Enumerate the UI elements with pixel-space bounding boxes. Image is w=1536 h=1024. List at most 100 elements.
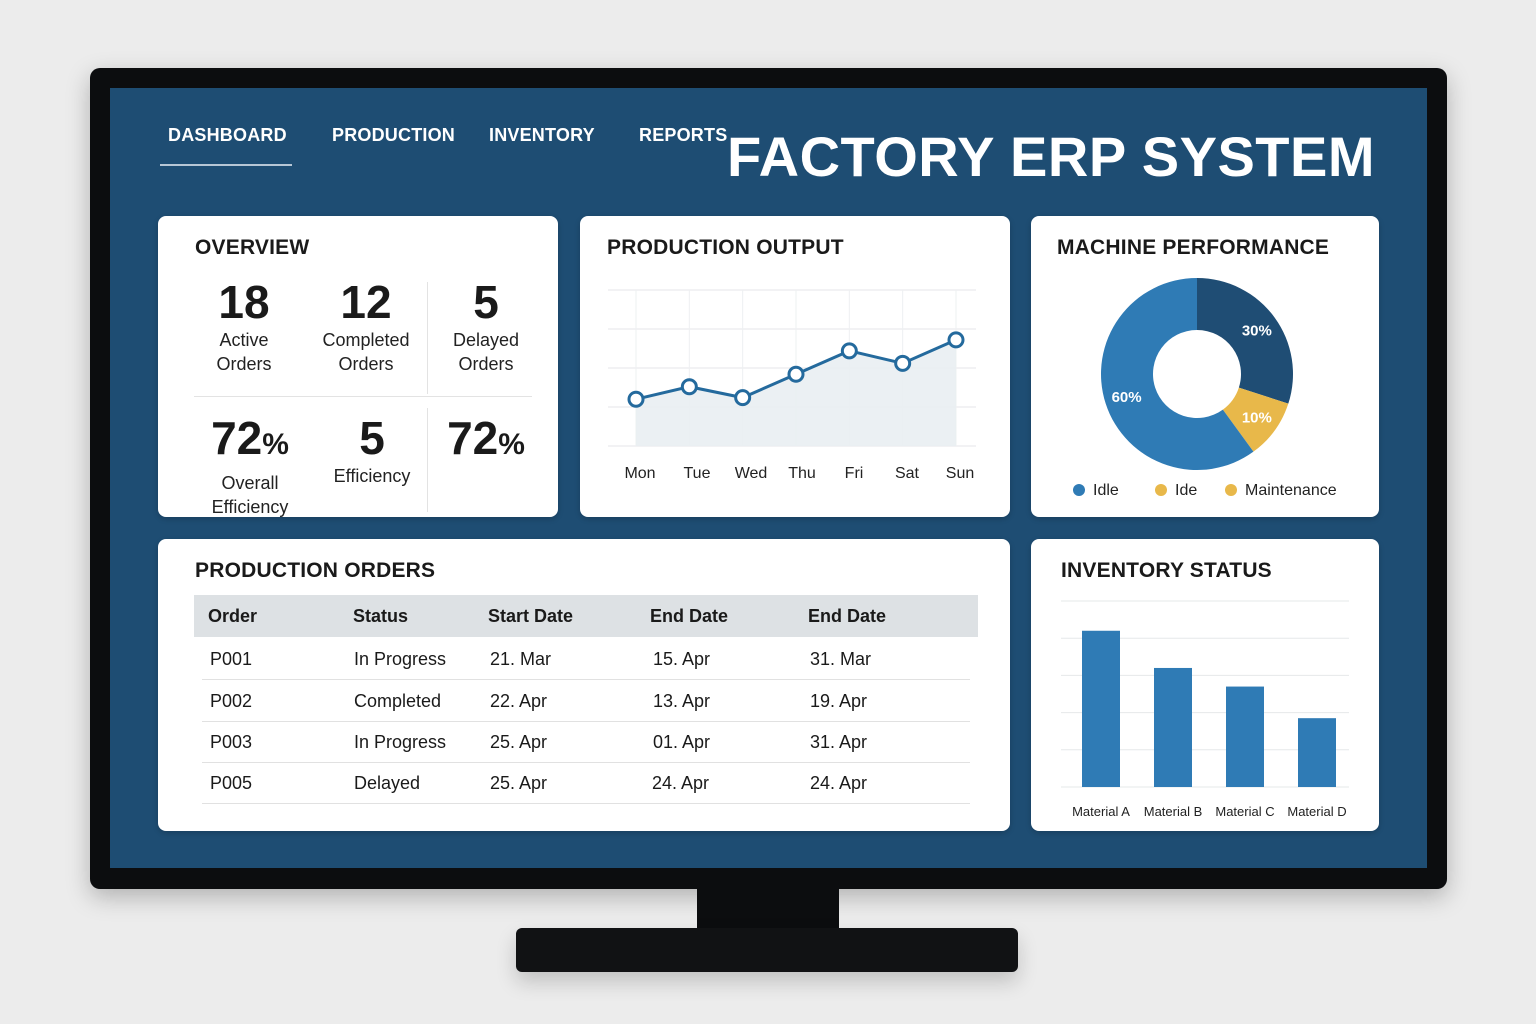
- end-date-cell: 01. Apr: [653, 732, 711, 752]
- end-date-cell: 19. Apr: [810, 691, 868, 711]
- slice-label: 60%: [1112, 389, 1142, 406]
- order-id-cell: P003: [210, 732, 253, 752]
- data-point: [680, 378, 698, 396]
- stat-efficiency: 5 Efficiency: [312, 412, 432, 488]
- legend-label: Idle: [1093, 482, 1119, 499]
- x-tick-label: Sun: [946, 465, 974, 482]
- overview-card: OVERVIEW 18 Active Orders 12 Completed O…: [158, 216, 558, 517]
- orders-table: Order Status Start Date End Date End Dat…: [194, 595, 978, 815]
- end-date-cell: 31. Apr: [810, 732, 868, 752]
- stat-label: Orders: [458, 354, 514, 374]
- x-tick-label: Material A: [1072, 804, 1130, 819]
- end-date-cell: 15. Apr: [653, 649, 711, 669]
- data-point: [787, 365, 805, 383]
- bar: [1082, 630, 1120, 787]
- card-title: OVERVIEW: [195, 236, 310, 259]
- column-header: Start Date: [488, 606, 574, 626]
- column-header: End Date: [808, 606, 887, 626]
- stat-value: 5: [473, 276, 499, 328]
- tab-production[interactable]: PRODUCTION: [332, 125, 455, 145]
- divider: [194, 396, 532, 397]
- card-title: PRODUCTION ORDERS: [195, 559, 436, 582]
- x-tick-label: Wed: [735, 465, 768, 482]
- stat-value: 72: [211, 412, 263, 464]
- bar: [1154, 667, 1192, 787]
- column-header: End Date: [650, 606, 729, 626]
- status-cell: Completed: [354, 691, 442, 711]
- table-row[interactable]: P005 Delayed 25. Apr 24. Apr 24. Apr: [202, 763, 970, 804]
- order-id-cell: P002: [210, 691, 253, 711]
- stat-label: Delayed: [452, 330, 520, 350]
- area-fill: [636, 339, 956, 446]
- stat-value: 5: [359, 412, 385, 464]
- stat-value: 72: [447, 412, 499, 464]
- legend-label: Maintenance: [1245, 482, 1337, 499]
- order-id-cell: P005: [210, 773, 253, 793]
- inventory-status-card: INVENTORY STATUS Material A Material B Mat…: [1031, 539, 1379, 831]
- app-title: FACTORY ERP SYSTEM: [727, 125, 1375, 188]
- slice-label: 30%: [1242, 323, 1272, 340]
- end-date-cell: 31. Mar: [810, 649, 872, 669]
- pie-slice: [1101, 278, 1254, 470]
- production-orders-card: PRODUCTION ORDERS Order Status Start Dat…: [158, 539, 1010, 831]
- stat-label: Completed: [322, 330, 410, 350]
- monitor-frame: DASHBOARD PRODUCTION INVENTORY REPORTS F…: [90, 68, 1447, 889]
- stat-unit: %: [498, 428, 525, 461]
- x-tick-label: Material D: [1287, 804, 1346, 819]
- monitor-stand-neck: [697, 888, 839, 932]
- pie-slice: [1222, 387, 1289, 452]
- app-screen: DASHBOARD PRODUCTION INVENTORY REPORTS F…: [110, 88, 1427, 868]
- start-date-cell: 25. Apr: [490, 773, 548, 793]
- x-tick-label: Tue: [684, 465, 711, 482]
- status-cell: In Progress: [354, 732, 447, 752]
- stat-unit: %: [262, 428, 289, 461]
- tab-inventory[interactable]: INVENTORY: [489, 125, 595, 145]
- table-row[interactable]: P003 In Progress 25. Apr 01. Apr 31. Apr: [202, 722, 970, 763]
- inventory-status-chart: Material A Material B Material C Material D: [1061, 600, 1349, 819]
- table-row[interactable]: P002 Completed 22. Apr 13. Apr 19. Apr: [202, 681, 970, 722]
- stat-completed-orders: 12 Completed Orders: [306, 276, 426, 376]
- divider: [427, 408, 428, 512]
- x-tick-label: Material B: [1144, 804, 1203, 819]
- legend-item: Ide: [1155, 482, 1197, 500]
- stat-value: 12: [340, 276, 392, 328]
- data-point: [894, 354, 912, 372]
- start-date-cell: 21. Mar: [490, 649, 552, 669]
- legend-dot: [1155, 484, 1167, 496]
- stat-delayed-orders: 5 Delayed Orders: [426, 276, 546, 376]
- column-header: Order: [208, 606, 258, 626]
- data-point: [840, 342, 858, 360]
- column-header: Status: [353, 606, 409, 626]
- stat-label: Efficiency: [333, 466, 411, 486]
- x-tick-label: Fri: [845, 465, 864, 482]
- start-date-cell: 22. Apr: [490, 691, 548, 711]
- data-point: [947, 331, 965, 349]
- stat-efficiency-percent: 72%: [426, 412, 546, 471]
- tab-dashboard[interactable]: DASHBOARD: [160, 116, 292, 166]
- card-title: MACHINE PERFORMANCE: [1057, 236, 1330, 259]
- order-id-cell: P001: [210, 649, 253, 669]
- end-date-cell: 13. Apr: [653, 691, 711, 711]
- slice-label: 10%: [1242, 409, 1272, 426]
- end-date-cell: 24. Apr: [652, 773, 710, 793]
- table-row[interactable]: P001 In Progress 21. Mar 15. Apr 31. Mar: [202, 639, 970, 680]
- x-tick-label: Sat: [895, 465, 920, 482]
- production-output-card: PRODUCTION OUTPUT Mon Tue Wed Thu Fri Sat Sun: [580, 216, 1010, 517]
- divider: [427, 282, 428, 394]
- bar: [1226, 686, 1264, 787]
- x-tick-label: Material C: [1215, 804, 1274, 819]
- status-cell: Delayed: [354, 773, 421, 793]
- tab-reports[interactable]: REPORTS: [639, 125, 728, 145]
- pie-slice: [1197, 278, 1293, 404]
- legend-item: Idle: [1073, 482, 1119, 500]
- legend-dot: [1073, 484, 1085, 496]
- table-header: Order Status Start Date End Date End Dat…: [194, 595, 978, 637]
- stat-label: Orders: [338, 354, 394, 374]
- legend-label: Ide: [1175, 482, 1198, 499]
- stat-label: Active: [219, 330, 269, 350]
- x-tick-label: Mon: [624, 465, 655, 482]
- stat-value: 18: [218, 276, 270, 328]
- stat-overall-efficiency: 72% Overall Efficiency: [184, 412, 316, 519]
- start-date-cell: 25. Apr: [490, 732, 548, 752]
- monitor-stand-base: [516, 928, 1018, 972]
